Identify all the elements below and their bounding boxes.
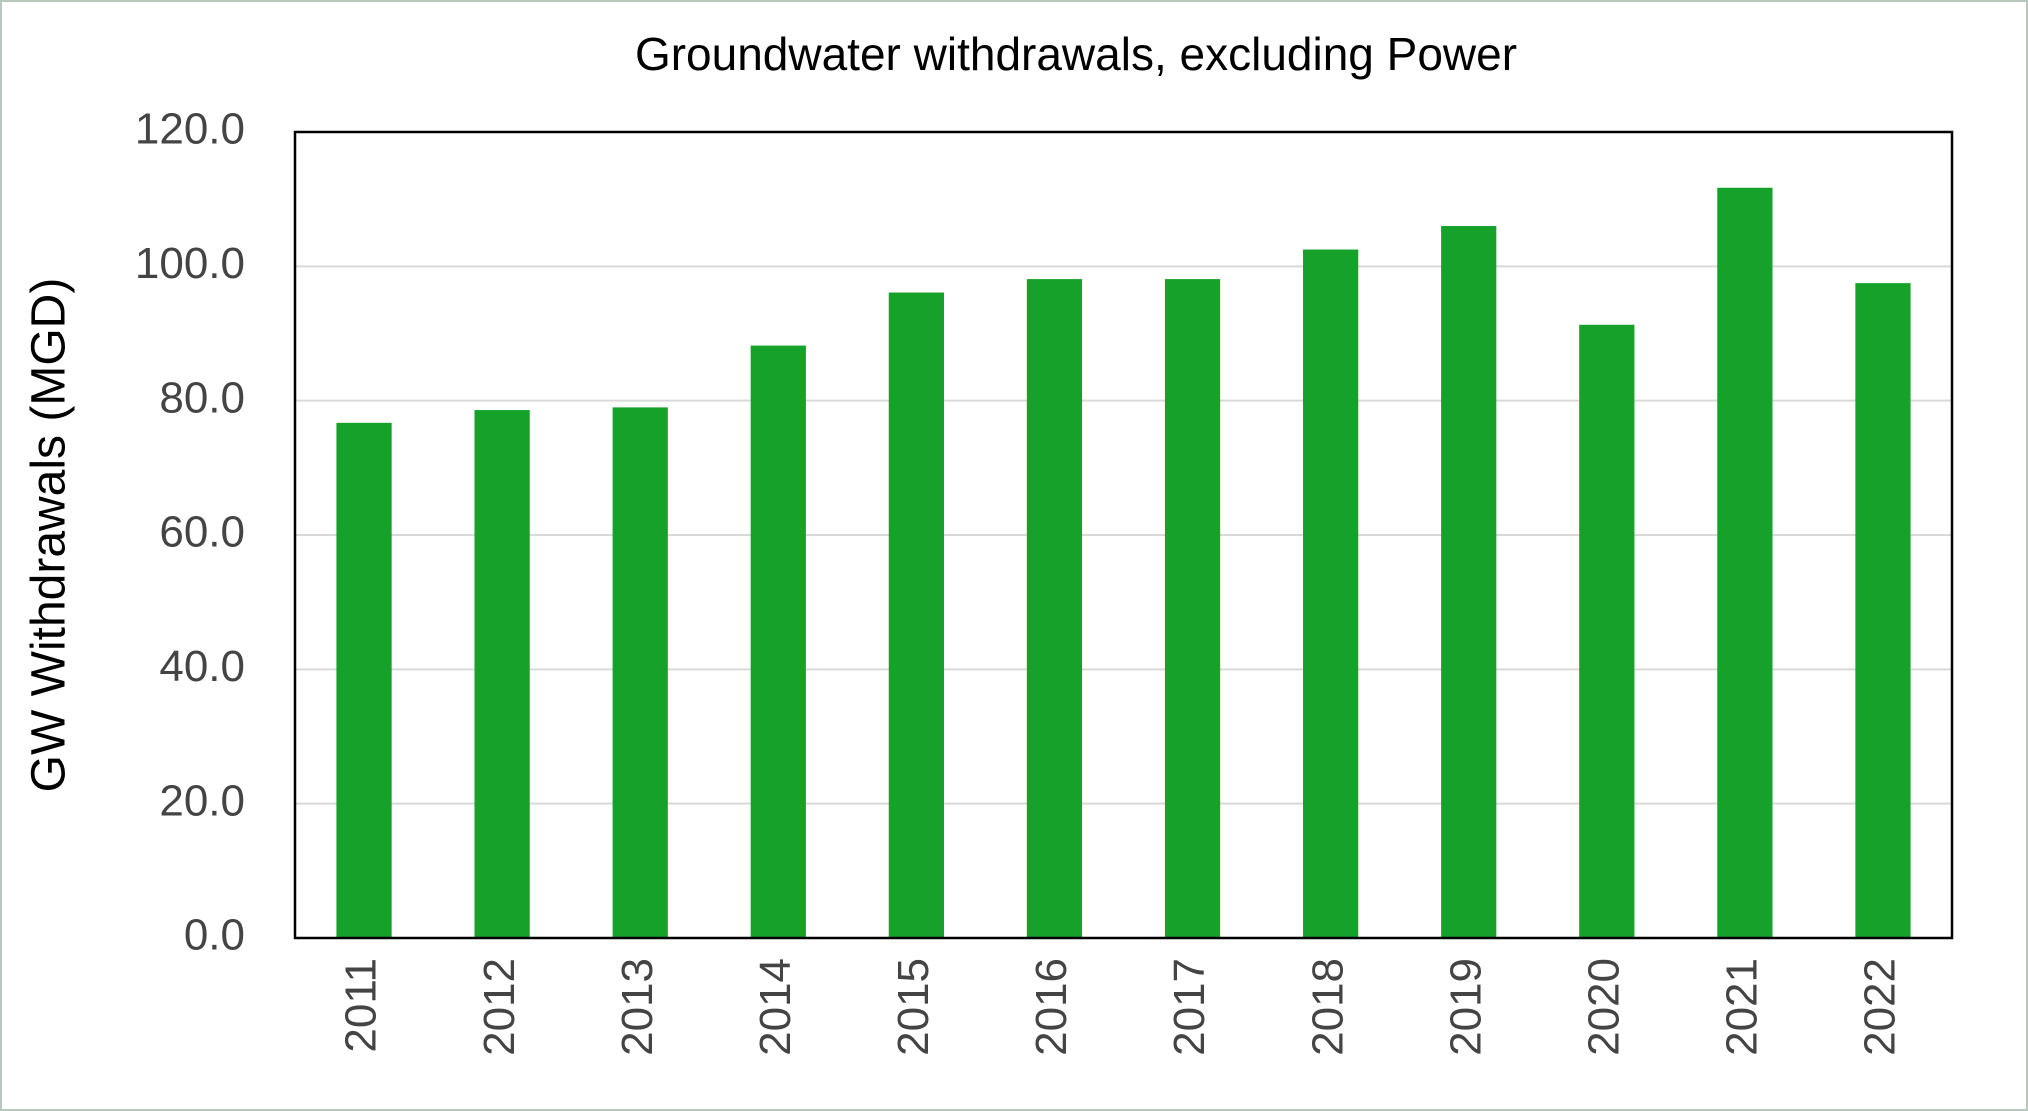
bar [1164, 279, 1221, 939]
x-tick-label: 2012 [475, 958, 524, 1056]
x-tick-label: 2021 [1718, 958, 1767, 1056]
x-tick-label: 2018 [1303, 958, 1352, 1056]
x-tick-label: 2015 [889, 958, 938, 1056]
y-tick-label: 0.0 [184, 911, 245, 960]
x-tick-label: 2017 [1165, 958, 1214, 1056]
x-tick-label: 2019 [1441, 958, 1490, 1056]
bar [1855, 283, 1911, 938]
bar [474, 410, 530, 938]
bar [1579, 324, 1635, 939]
bar [1303, 249, 1359, 938]
y-tick-label: 60.0 [159, 508, 245, 557]
plot-frame [293, 130, 1954, 940]
x-tick-label: 2014 [751, 958, 800, 1056]
y-tick-label: 20.0 [159, 776, 245, 825]
bar [1717, 187, 1773, 938]
bar [612, 407, 668, 939]
bar [1441, 226, 1497, 939]
x-tick-label: 2016 [1027, 958, 1076, 1056]
y-tick-label: 120.0 [135, 105, 245, 154]
bar [336, 422, 392, 938]
x-tick-label: 2011 [337, 958, 386, 1053]
y-tick-label: 100.0 [135, 239, 245, 288]
bar [1026, 279, 1083, 939]
x-tick-label: 2013 [613, 958, 662, 1056]
y-tick-label: 80.0 [159, 373, 245, 422]
y-axis-title: GW Withdrawals (MGD) [23, 278, 76, 793]
chart-title: Groundwater withdrawals, excluding Power [635, 28, 1517, 80]
bar [888, 292, 944, 938]
bar [750, 345, 806, 939]
x-tick-label: 2020 [1579, 958, 1628, 1056]
x-tick-label: 2022 [1856, 958, 1905, 1056]
y-tick-label: 40.0 [159, 642, 245, 691]
